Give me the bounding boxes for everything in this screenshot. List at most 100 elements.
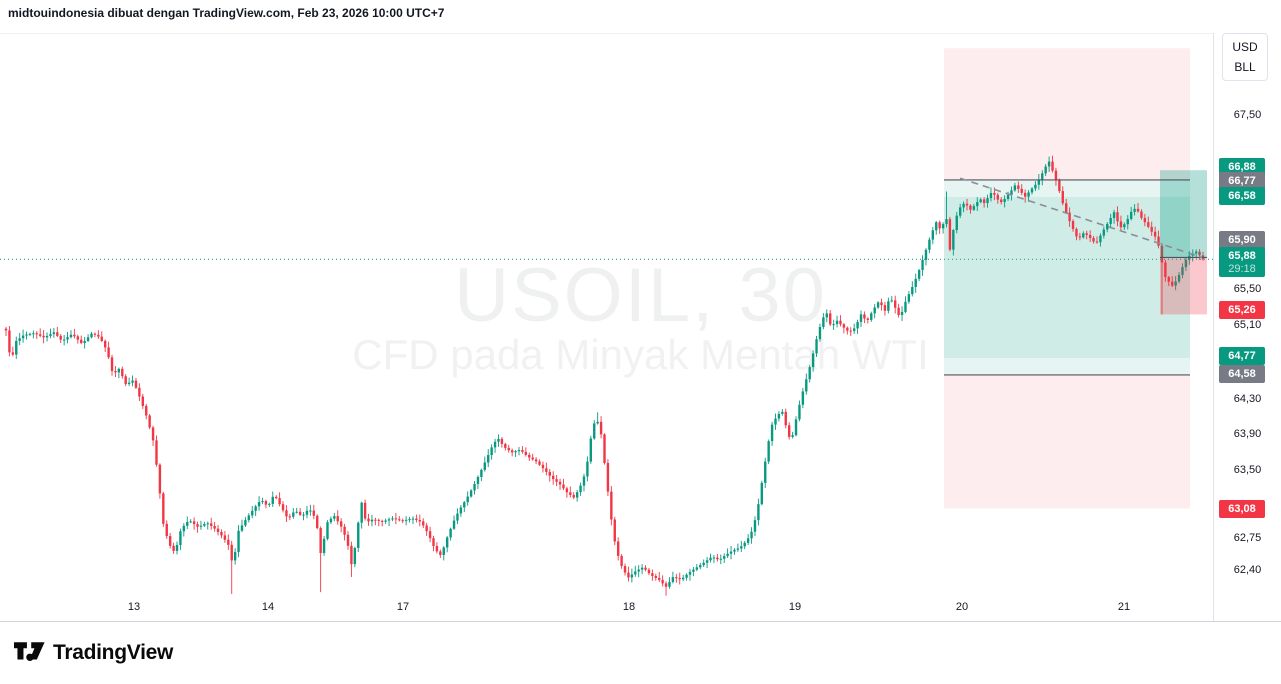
candle [716,557,719,560]
attribution-text: midtouindonesia dibuat dengan TradingVie… [8,6,445,20]
candle [593,423,596,439]
candle [979,199,982,203]
candle [329,518,333,523]
candle [876,302,880,308]
candle [606,462,610,492]
candle [825,313,828,318]
candle [729,551,733,554]
price-axis-label: 65,50 [1233,283,1262,295]
candle [1147,222,1150,227]
candle [1167,277,1170,282]
trendline [959,177,1203,259]
position-tool-profit-zone [1160,170,1207,258]
candle [230,544,233,561]
candle [261,501,264,503]
candle [480,469,483,478]
candle [473,483,476,491]
candle [712,557,716,559]
candle [1092,237,1095,242]
candle [1085,233,1088,235]
candle [288,516,292,518]
candle [83,340,86,344]
candle [1095,241,1099,243]
candle [924,249,928,260]
candle [141,396,144,406]
chart-pane[interactable] [0,33,1213,622]
candle [668,581,671,587]
bar-countdown: 29:18 [1228,262,1256,275]
candle [709,557,712,561]
candle [1109,217,1112,224]
price-axis-label: 65,10 [1233,319,1262,331]
currency-button[interactable]: USD [1232,40,1258,54]
candle [131,380,134,383]
candle [822,317,825,328]
candle [285,510,288,517]
candle [726,553,729,557]
price-level-badge: 64,77 [1219,347,1265,365]
candle [507,447,510,451]
candle [801,391,805,405]
candle [189,521,192,523]
candle [1181,267,1184,275]
candle [784,411,787,426]
candle [1065,203,1068,213]
candle [281,504,285,511]
candle [449,528,452,538]
candle [39,334,42,336]
candle [880,302,883,306]
unit-button[interactable]: BLL [1234,60,1256,74]
candle [1119,221,1123,228]
candle [603,434,606,463]
position-tool-loss-zone [944,374,1190,509]
candle [363,502,367,519]
overlay-lines-layer [0,177,1213,376]
candle [719,558,722,560]
candles-layer [4,155,1205,596]
candle [1051,161,1054,171]
tradingview-logo[interactable]: TradingView [14,641,173,665]
candle [531,457,534,460]
candle [757,504,760,521]
time-axis[interactable]: 13 14 17 18 19 20 21 [0,598,1213,621]
candle [1030,188,1034,193]
current-price-badge-value: 65,88 [1228,249,1256,262]
candle [117,368,121,373]
candle [398,519,401,521]
candle [1112,212,1116,218]
candle [21,335,25,339]
candle [1123,224,1126,228]
candle [138,387,141,397]
candle [56,332,59,336]
candle [740,546,743,549]
candle [524,451,528,455]
candle [353,548,357,565]
position-tool-loss-zone [1160,257,1207,315]
candle [370,519,374,522]
currency-unit-selector[interactable]: USD BLL [1222,33,1268,81]
candle [35,333,38,335]
candle [664,583,668,587]
candle [1047,161,1051,167]
candle [110,357,114,372]
candle [678,578,681,580]
candle [295,511,298,513]
candle [408,518,411,520]
candle [904,301,907,312]
candle [42,335,45,338]
candle [196,524,199,527]
candle [685,574,688,578]
candle [52,332,56,335]
candle [1116,212,1119,222]
candle [654,575,657,578]
candle [623,566,627,573]
candle [1037,179,1041,185]
candle [1133,208,1136,212]
candle [32,333,35,335]
candle [863,314,866,319]
candle [989,192,993,199]
price-axis[interactable]: 67,50 65,50 65,10 64,30 63,90 63,50 62,75 62,40… [1214,33,1281,621]
candle [148,415,151,428]
candle [1174,281,1177,286]
candle [627,572,630,578]
